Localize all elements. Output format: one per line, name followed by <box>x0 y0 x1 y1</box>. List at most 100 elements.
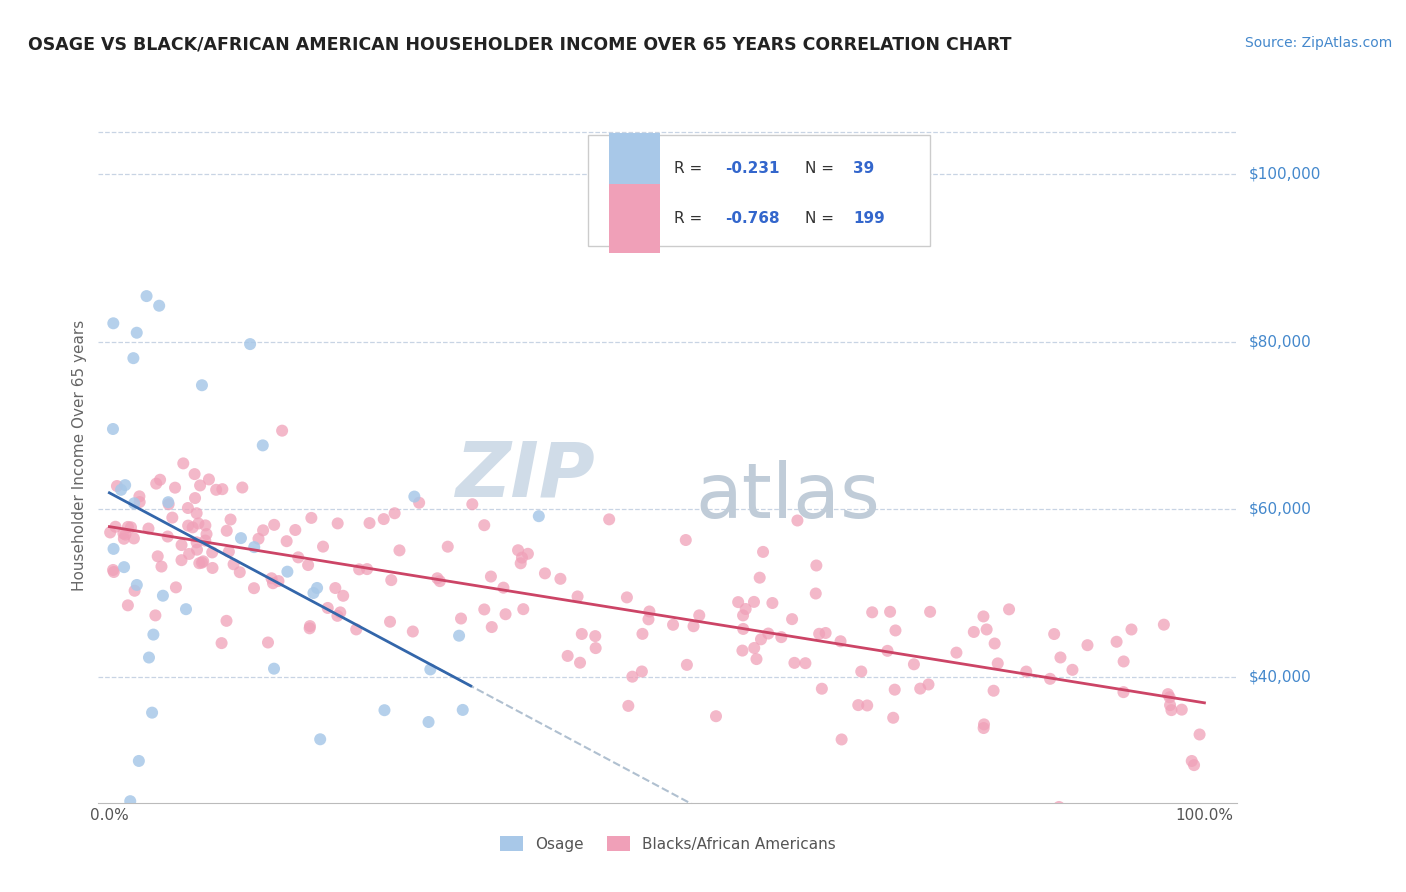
Point <box>103 316 125 330</box>
Point <box>583 629 606 643</box>
Text: atlas: atlas <box>696 460 880 533</box>
Point <box>733 622 755 636</box>
Point <box>150 559 173 574</box>
Point <box>316 601 339 615</box>
Point <box>688 608 710 623</box>
Point <box>998 602 1021 616</box>
Point <box>157 497 180 511</box>
Point <box>287 550 309 565</box>
Point <box>307 581 329 595</box>
Point <box>122 496 145 510</box>
Point <box>682 619 704 633</box>
Point <box>215 524 238 538</box>
Point <box>146 549 169 564</box>
Point <box>157 495 180 509</box>
Point <box>152 589 174 603</box>
Point <box>616 591 638 605</box>
Point <box>105 479 128 493</box>
Point <box>806 558 828 573</box>
Point <box>252 524 274 538</box>
Point <box>359 516 381 530</box>
Point <box>972 609 994 624</box>
Point <box>373 512 395 526</box>
Point <box>509 556 531 570</box>
Point <box>247 532 270 546</box>
Point <box>976 623 998 637</box>
Point <box>426 571 449 585</box>
Point <box>831 732 853 747</box>
Point <box>257 635 280 649</box>
Point <box>194 518 217 533</box>
Point <box>983 636 1005 650</box>
Point <box>114 527 136 541</box>
Point <box>920 605 942 619</box>
Point <box>569 656 592 670</box>
Point <box>808 627 831 641</box>
Bar <box>588 135 929 246</box>
Point <box>512 602 534 616</box>
Point <box>231 481 253 495</box>
Point <box>378 615 401 629</box>
Point <box>749 632 772 647</box>
Point <box>506 543 529 558</box>
Point <box>516 547 538 561</box>
Point <box>194 533 217 548</box>
Point <box>325 581 347 595</box>
Point <box>211 482 233 496</box>
Point <box>495 607 517 622</box>
Text: N =: N = <box>804 211 838 226</box>
Point <box>585 641 607 656</box>
Point <box>621 670 644 684</box>
Point <box>141 706 163 720</box>
Point <box>138 650 160 665</box>
Point <box>987 657 1010 671</box>
Point <box>229 531 252 545</box>
Point <box>188 478 211 492</box>
Point <box>329 606 352 620</box>
Point <box>165 481 187 495</box>
Point <box>112 526 135 541</box>
Point <box>98 525 121 540</box>
Point <box>186 542 208 557</box>
Point <box>547 838 569 852</box>
Text: ZIP: ZIP <box>456 439 595 513</box>
Text: 39: 39 <box>853 161 875 176</box>
Point <box>332 589 354 603</box>
Point <box>215 614 238 628</box>
Point <box>1062 663 1084 677</box>
Point <box>963 624 986 639</box>
Point <box>229 565 252 579</box>
Point <box>780 612 803 626</box>
Point <box>135 289 157 303</box>
Point <box>181 520 204 534</box>
Point <box>419 662 441 676</box>
Point <box>145 476 167 491</box>
Point <box>148 299 170 313</box>
Point <box>882 711 904 725</box>
Point <box>177 501 200 516</box>
Point <box>973 717 995 731</box>
Text: $100,000: $100,000 <box>1249 167 1322 182</box>
Point <box>527 509 550 524</box>
Point <box>298 621 321 635</box>
Point <box>883 682 905 697</box>
Point <box>794 656 817 670</box>
Point <box>284 523 307 537</box>
Point <box>101 422 124 436</box>
Point <box>731 608 754 623</box>
Point <box>1182 758 1205 772</box>
Point <box>326 608 349 623</box>
Point <box>745 652 768 666</box>
Point <box>188 556 211 570</box>
Point <box>638 605 661 619</box>
Text: $40,000: $40,000 <box>1249 670 1312 684</box>
Point <box>193 554 215 568</box>
Point <box>571 627 593 641</box>
Point <box>380 573 402 587</box>
Text: -0.768: -0.768 <box>725 211 779 226</box>
Point <box>114 478 136 492</box>
Point <box>450 611 472 625</box>
Point <box>742 595 765 609</box>
Text: OSAGE VS BLACK/AFRICAN AMERICAN HOUSEHOLDER INCOME OVER 65 YEARS CORRELATION CHA: OSAGE VS BLACK/AFRICAN AMERICAN HOUSEHOL… <box>28 36 1012 54</box>
Point <box>179 547 201 561</box>
